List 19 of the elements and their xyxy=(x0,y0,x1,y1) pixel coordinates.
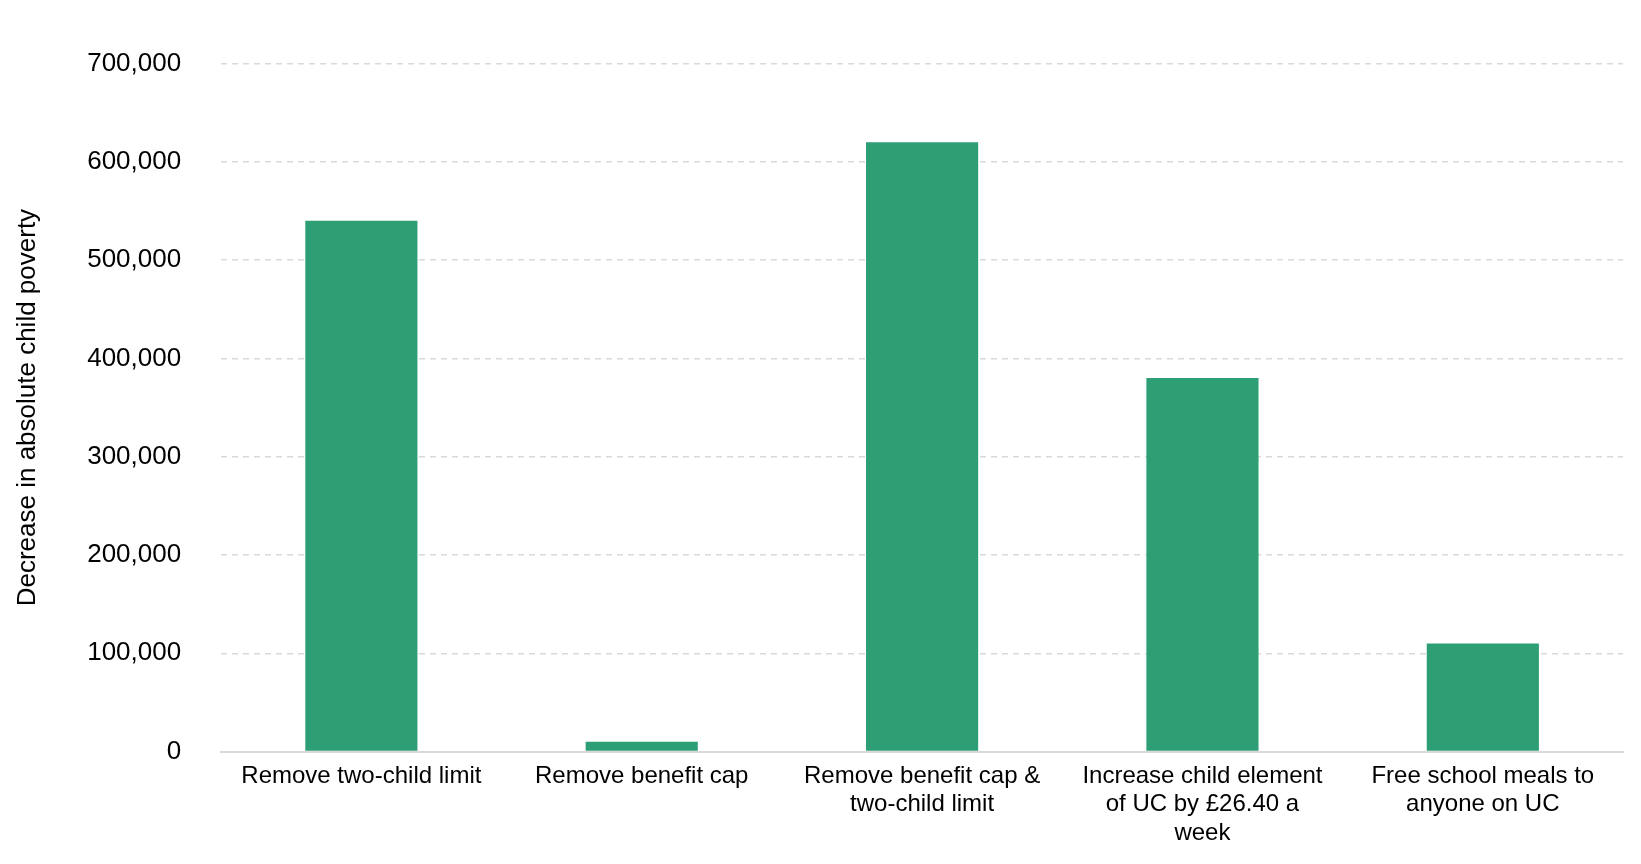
y-tick-label: 500,000 xyxy=(87,243,182,274)
y-tick-label: 700,000 xyxy=(87,46,182,77)
x-tick-label: Increase child element of UC by £26.40 a week xyxy=(1082,760,1323,846)
bar xyxy=(866,142,979,751)
y-axis-title: Decrease in absolute child poverty xyxy=(10,208,41,607)
x-tick-label: Remove two-child limit xyxy=(241,760,482,788)
bar xyxy=(305,220,418,751)
y-tick-label: 100,000 xyxy=(87,636,182,667)
y-tick-label: 600,000 xyxy=(87,145,182,176)
y-tick-label: 0 xyxy=(166,734,182,765)
bar xyxy=(1146,378,1259,751)
bar xyxy=(1426,643,1539,751)
x-tick-label: Remove benefit cap & two-child limit xyxy=(804,760,1041,817)
y-tick-label: 200,000 xyxy=(87,538,182,569)
bar xyxy=(585,741,698,751)
x-tick-label: Free school meals to anyone on UC xyxy=(1371,760,1595,817)
y-tick-label: 400,000 xyxy=(87,341,182,372)
y-tick-label: 300,000 xyxy=(87,439,182,470)
x-tick-label: Remove benefit cap xyxy=(534,760,749,788)
